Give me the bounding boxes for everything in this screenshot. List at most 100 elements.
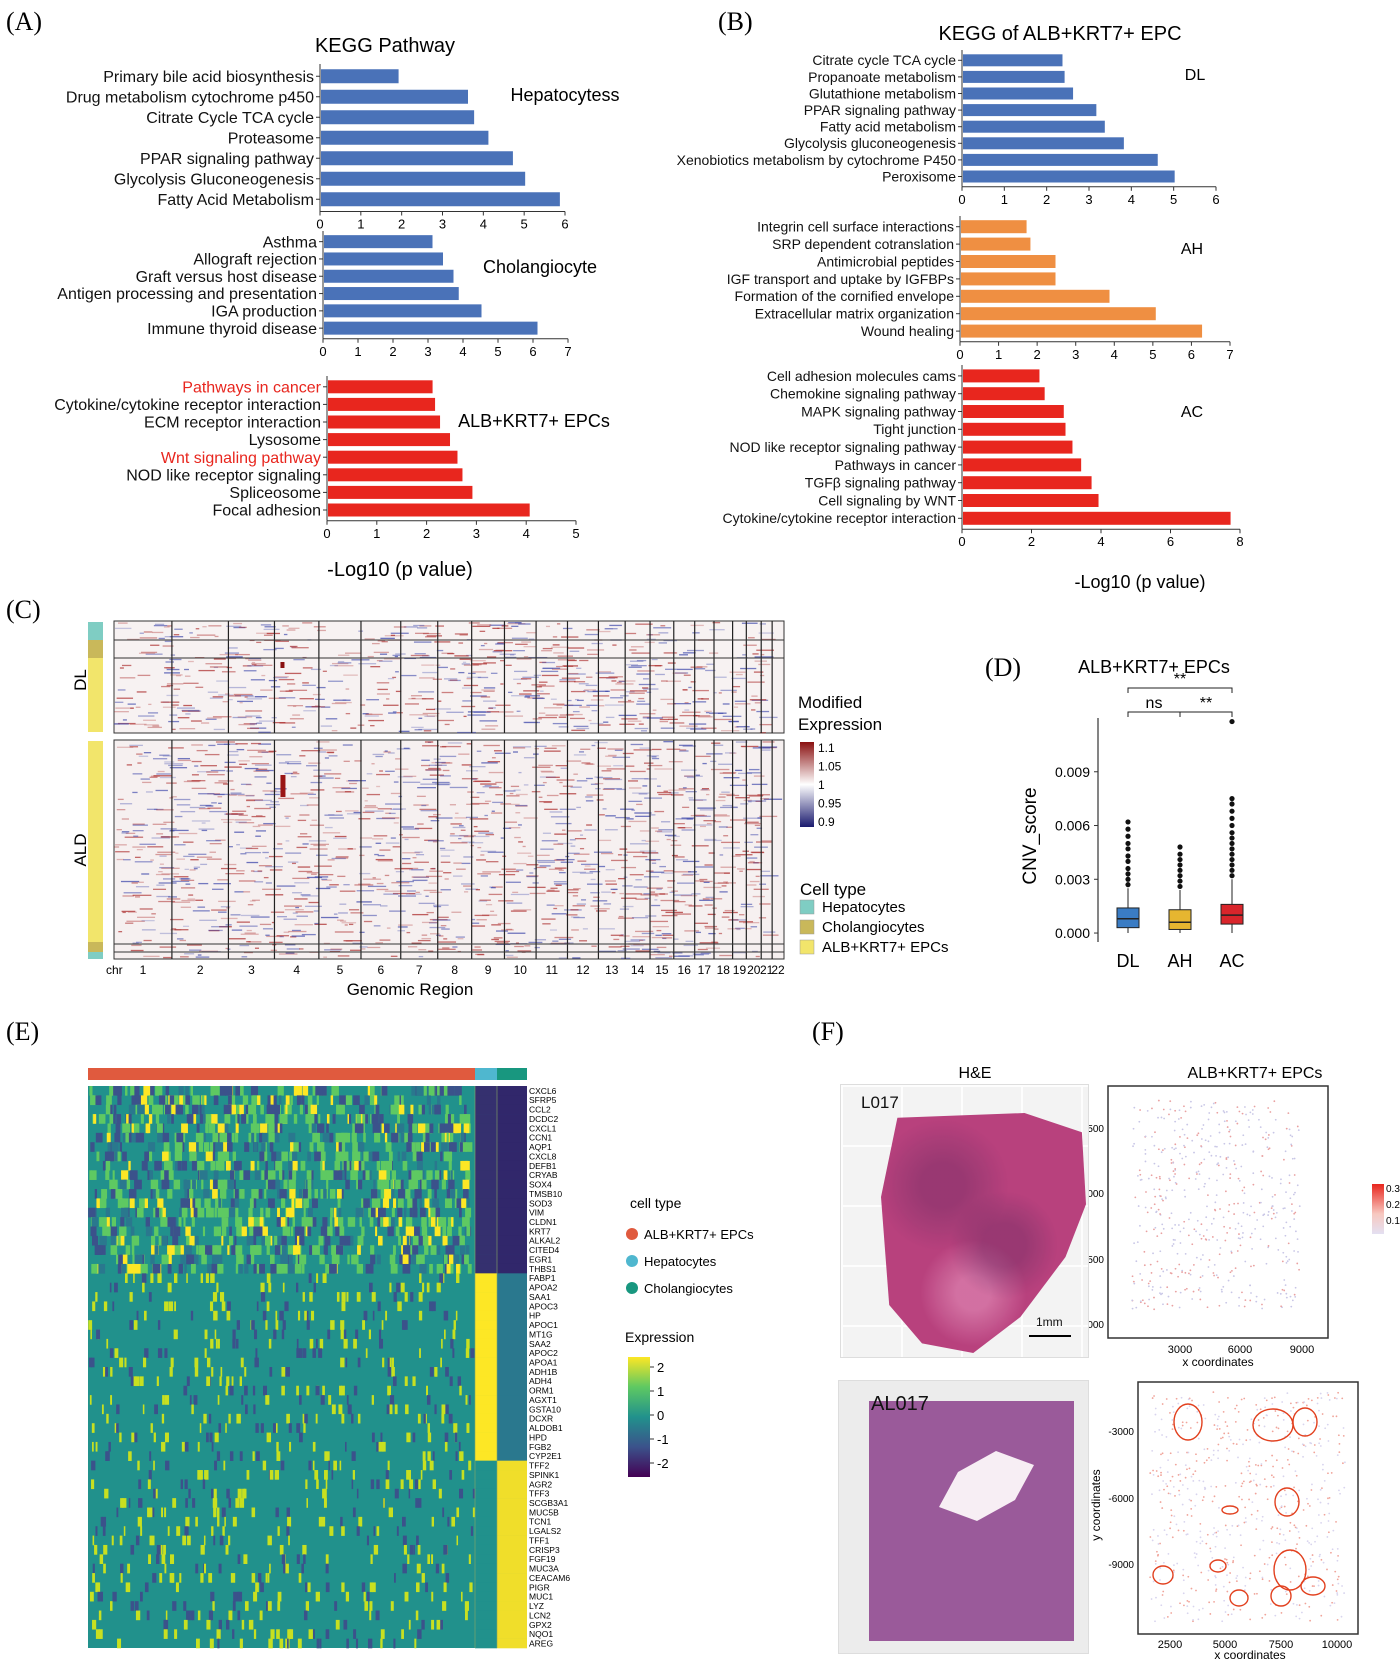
- heatmap-cell: [165, 1104, 171, 1115]
- heatmap-cell: [189, 1395, 192, 1405]
- heatmap-cell: [437, 700, 442, 702]
- heatmap-cell: [335, 1132, 344, 1143]
- heatmap-cell: [305, 1601, 310, 1611]
- heatmap-cell: [554, 867, 567, 869]
- heatmap-cell: [303, 710, 316, 712]
- heatmap-cell: [674, 856, 685, 858]
- heatmap-cell: [406, 1142, 412, 1152]
- heatmap-cell: [668, 718, 678, 720]
- heatmap-cell: [557, 842, 573, 845]
- heatmap-cell: [421, 1179, 427, 1190]
- spot: [1214, 1145, 1217, 1148]
- heatmap-cell: [692, 953, 710, 955]
- bar: [328, 468, 463, 482]
- spot: [1285, 1221, 1288, 1224]
- heatmap-cell: [137, 916, 156, 918]
- heatmap-cell: [129, 744, 143, 747]
- heatmap-cell: [401, 1629, 404, 1639]
- heatmap-cell: [475, 1235, 497, 1246]
- heatmap-cell: [387, 752, 395, 754]
- spot: [1157, 1099, 1160, 1102]
- gene-label: APOC1: [529, 1320, 558, 1330]
- heatmap-cell: [463, 885, 472, 887]
- heatmap-cell: [128, 1451, 132, 1461]
- heatmap-cell: [220, 1367, 223, 1377]
- heatmap-cell: [225, 1544, 229, 1555]
- chr-label: 9: [485, 963, 492, 977]
- heatmap-cell: [546, 794, 559, 797]
- heatmap-cell: [406, 1432, 411, 1443]
- heatmap-cell: [390, 1263, 398, 1274]
- heatmap-cell: [688, 797, 694, 799]
- heatmap-cell: [185, 1226, 191, 1237]
- heatmap-cell: [401, 1151, 407, 1162]
- gene-label: APOA1: [529, 1358, 558, 1368]
- y-tick-label: 0.003: [1055, 871, 1090, 887]
- heatmap-cell: [371, 1198, 380, 1209]
- heatmap-cell: [465, 1170, 471, 1180]
- panel-label-c: (C): [6, 595, 41, 624]
- heatmap-cell: [140, 1526, 143, 1536]
- heatmap-cell: [602, 808, 607, 810]
- heatmap-cell: [721, 841, 741, 844]
- bar: [324, 269, 454, 283]
- heatmap-cell: [558, 938, 572, 940]
- heatmap-cell: [536, 854, 550, 856]
- heatmap-cell: [115, 844, 127, 846]
- expression-colorbar: [628, 1357, 650, 1477]
- heatmap-cell: [191, 820, 211, 822]
- heatmap-cell: [403, 747, 410, 749]
- heatmap-cell: [398, 1235, 401, 1246]
- heatmap-cell: [447, 1217, 452, 1227]
- heatmap-cell: [176, 675, 181, 677]
- spot: [1267, 1245, 1270, 1247]
- heatmap-cell: [141, 873, 150, 875]
- heatmap-cell: [296, 1385, 299, 1396]
- heatmap-cell: [638, 697, 645, 700]
- heatmap-cell: [290, 1095, 293, 1106]
- heatmap-cell: [224, 1516, 226, 1527]
- heatmap-cell: [442, 769, 450, 772]
- heatmap-cell: [620, 825, 631, 828]
- heatmap-cell: [214, 782, 227, 784]
- heatmap-cell: [515, 942, 519, 944]
- heatmap-cell: [441, 1404, 446, 1415]
- heatmap-cell: [260, 1582, 264, 1593]
- heatmap-cell: [471, 663, 487, 665]
- heatmap-cell: [288, 1535, 290, 1546]
- heatmap-cell: [622, 905, 634, 908]
- heatmap-cell: [628, 820, 647, 823]
- heatmap-cell: [704, 927, 716, 929]
- heatmap-cell: [134, 856, 141, 859]
- heatmap-cell: [360, 1160, 365, 1171]
- heatmap-cell: [743, 817, 762, 819]
- heatmap-cell: [226, 1310, 231, 1321]
- heatmap-cell: [309, 1338, 314, 1349]
- heatmap-cell: [307, 1114, 315, 1124]
- heatmap-cell: [440, 1357, 442, 1368]
- heatmap-cell: [290, 1226, 294, 1237]
- heatmap-cell: [115, 1123, 121, 1134]
- heatmap-cell: [378, 1329, 382, 1340]
- heatmap-cell: [390, 1179, 394, 1190]
- heatmap-cell: [431, 1591, 434, 1602]
- heatmap-cell: [418, 949, 427, 951]
- heatmap-cell: [601, 891, 611, 893]
- heatmap-cell: [693, 715, 711, 717]
- spot: [1174, 1267, 1177, 1270]
- heatmap-cell: [584, 633, 599, 636]
- heatmap-cell: [196, 856, 213, 858]
- heatmap-cell: [292, 912, 298, 914]
- heatmap-cell: [321, 879, 332, 881]
- heatmap-cell: [657, 791, 672, 794]
- heatmap-cell: [206, 771, 219, 773]
- x-tick-label: 2: [1028, 534, 1035, 549]
- heatmap-cell: [762, 934, 779, 936]
- heatmap-cell: [431, 1619, 435, 1630]
- heatmap-cell: [219, 1160, 222, 1171]
- heatmap-cell: [191, 787, 207, 790]
- scale-title-line2: Expression: [798, 715, 882, 734]
- heatmap-cell: [443, 872, 452, 874]
- heatmap-cell: [534, 784, 545, 786]
- heatmap-cell: [161, 1554, 166, 1564]
